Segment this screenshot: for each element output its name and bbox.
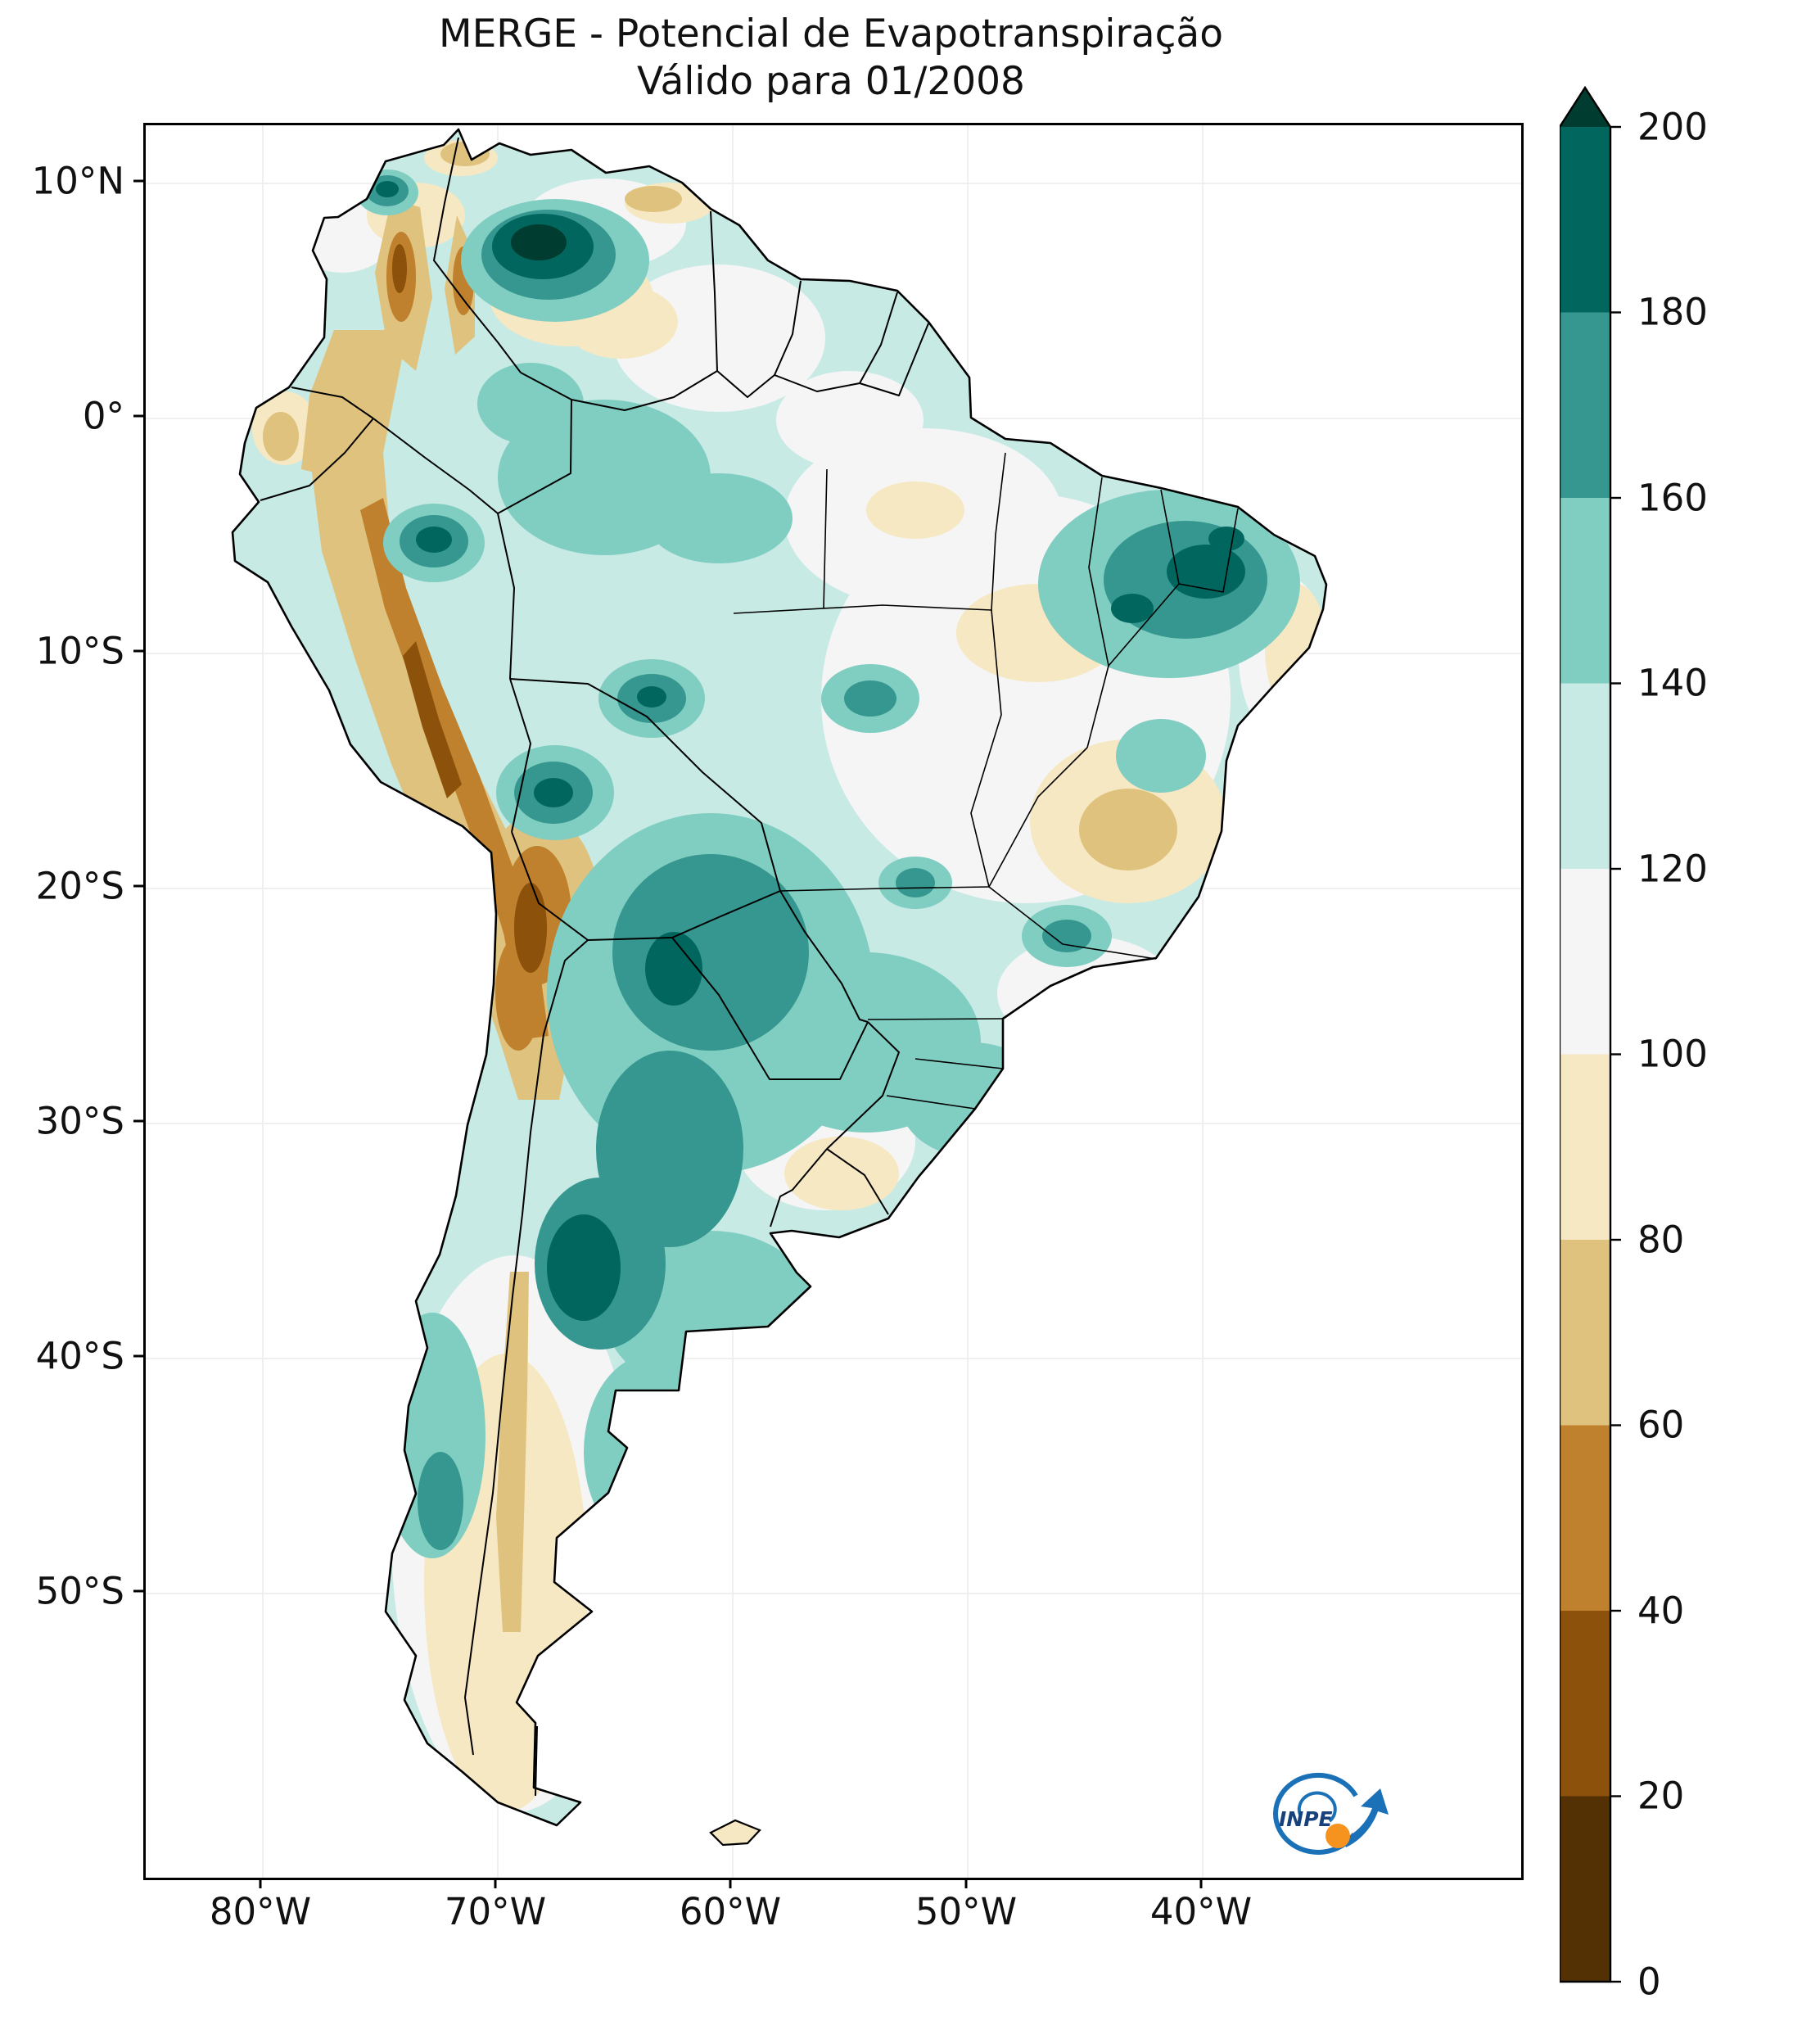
y-tick-mark bbox=[133, 414, 144, 418]
y-tick-label: 50°S bbox=[35, 1569, 124, 1613]
x-tick-mark bbox=[964, 1878, 968, 1888]
colorbar-segment bbox=[1560, 1240, 1610, 1426]
inpe-logo-orbit bbox=[1273, 1773, 1358, 1855]
coastline bbox=[231, 128, 1328, 1827]
inpe-logo: INPE bbox=[1273, 1773, 1389, 1855]
y-tick-label: 10°N bbox=[31, 159, 124, 203]
colorbar-tick-label: 80 bbox=[1637, 1218, 1685, 1262]
colorbar-tick-label: 160 bbox=[1637, 476, 1708, 520]
colorbar-segment bbox=[1560, 1611, 1610, 1797]
figure-title: MERGE - Potencial de Evapotranspiração bbox=[439, 11, 1223, 57]
y-tick-mark bbox=[133, 1354, 144, 1358]
x-tick-label: 60°W bbox=[679, 1890, 782, 1933]
y-tick-label: 40°S bbox=[35, 1334, 124, 1378]
x-tick-mark bbox=[1199, 1878, 1203, 1888]
inpe-logo-text: INPE bbox=[1279, 1807, 1333, 1831]
colorbar-tick-label: 0 bbox=[1637, 1960, 1661, 2004]
colorbar-segment bbox=[1560, 1796, 1610, 1982]
colorbar-tick-label: 60 bbox=[1637, 1403, 1685, 1447]
map-plot-area: INPE bbox=[143, 123, 1524, 1880]
y-tick-mark bbox=[133, 649, 144, 653]
colorbar-segment bbox=[1560, 683, 1610, 869]
y-tick-mark bbox=[133, 1589, 144, 1593]
colorbar-tick-marks bbox=[1610, 125, 1621, 1983]
colorbar-extend-arrow bbox=[1560, 88, 1610, 127]
colorbar-tick-label: 180 bbox=[1637, 290, 1708, 334]
colorbar-tick-label: 20 bbox=[1637, 1774, 1685, 1818]
y-tick-label: 0° bbox=[82, 394, 124, 438]
south-america-map: INPE bbox=[146, 125, 1521, 1878]
colorbar-tick-label: 120 bbox=[1637, 847, 1708, 891]
x-tick-label: 80°W bbox=[209, 1890, 312, 1933]
x-tick-mark bbox=[259, 1878, 262, 1888]
colorbar-segment bbox=[1560, 1054, 1610, 1240]
evapotranspiration-field bbox=[252, 140, 1326, 1812]
x-tick-mark bbox=[494, 1878, 497, 1888]
y-tick-mark bbox=[133, 1119, 144, 1123]
y-tick-label: 10°S bbox=[35, 629, 124, 673]
x-tick-label: 70°W bbox=[444, 1890, 547, 1933]
colorbar-tick-label: 140 bbox=[1637, 661, 1708, 705]
colorbar-segment bbox=[1560, 127, 1610, 313]
colorbar-tick-label: 100 bbox=[1637, 1032, 1708, 1076]
island bbox=[709, 1819, 761, 1847]
colorbar-outline bbox=[1560, 85, 1612, 1983]
y-tick-mark bbox=[133, 884, 144, 888]
colorbar-segment bbox=[1560, 498, 1610, 684]
inpe-logo-orange-dot bbox=[1325, 1824, 1350, 1848]
x-tick-mark bbox=[729, 1878, 732, 1888]
colorbar-tick-label: 200 bbox=[1637, 105, 1708, 149]
inpe-logo-swirl bbox=[1297, 1791, 1337, 1823]
x-tick-label: 40°W bbox=[1149, 1890, 1253, 1933]
inpe-logo-arrow bbox=[1343, 1788, 1389, 1847]
y-tick-label: 30°S bbox=[35, 1099, 124, 1143]
y-tick-mark bbox=[133, 179, 144, 183]
colorbar-segment bbox=[1560, 869, 1610, 1055]
colorbar-tick-label: 40 bbox=[1637, 1589, 1685, 1633]
y-tick-label: 20°S bbox=[35, 864, 124, 908]
colorbar-segment bbox=[1560, 312, 1610, 498]
state-borders bbox=[733, 452, 1239, 1110]
colorbar bbox=[1560, 85, 1621, 1983]
colorbar-segment bbox=[1560, 1425, 1610, 1611]
figure-subtitle: Válido para 01/2008 bbox=[637, 59, 1025, 104]
country-borders bbox=[260, 137, 929, 1797]
x-tick-label: 50°W bbox=[915, 1890, 1018, 1933]
